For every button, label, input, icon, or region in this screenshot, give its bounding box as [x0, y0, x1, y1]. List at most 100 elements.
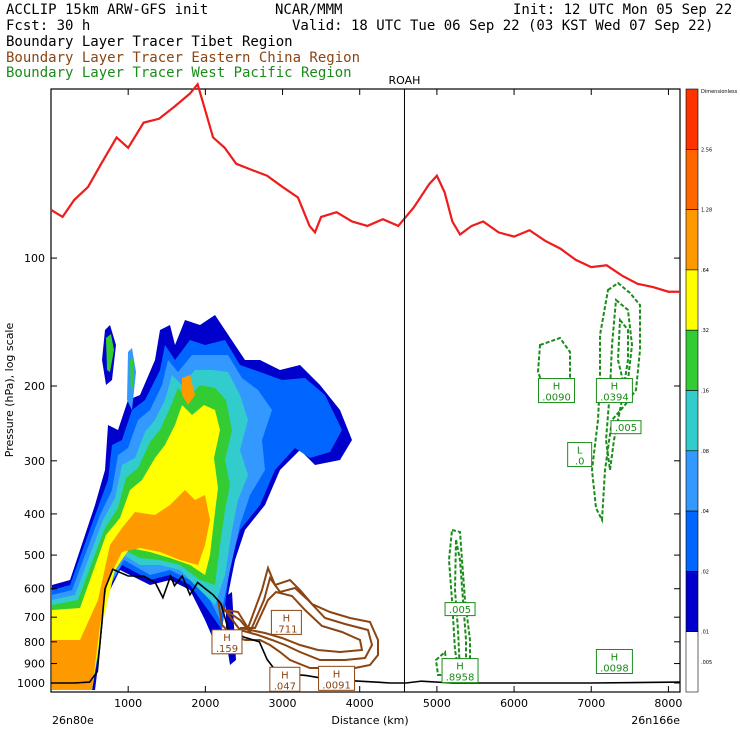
- x-tick-label: 2000: [191, 697, 219, 710]
- extremum-value: .005: [615, 423, 637, 434]
- colorbar-swatch: [685, 450, 699, 512]
- extremum-value: .8958: [446, 673, 475, 684]
- label-box: [595, 648, 633, 674]
- label-box: [444, 602, 476, 617]
- contour-extremum-label: H.8958: [441, 658, 479, 684]
- extremum-value: .0394: [600, 393, 629, 404]
- valid-time: Valid: 18 UTC Tue 06 Sep 22 (03 KST Wed …: [292, 18, 713, 34]
- extremum-type: H: [456, 662, 464, 673]
- extremum-value: .0: [575, 457, 585, 468]
- label-box: [441, 658, 479, 684]
- extremum-type: H: [281, 670, 289, 681]
- extremum-value: .005: [449, 605, 471, 616]
- legend-tibet: Boundary Layer Tracer Tibet Region: [6, 34, 293, 50]
- x-tick-label: 4000: [346, 697, 374, 710]
- y-tick-label: 600: [24, 583, 45, 596]
- colorbar-swatch: [685, 390, 699, 452]
- label-box: [595, 378, 633, 404]
- x-axis-ticks: 1000 2000 3000 4000 5000 6000 7000 8000: [114, 89, 682, 710]
- label-box: [567, 442, 593, 468]
- y-tick-label: 200: [24, 380, 45, 393]
- y-axis-ticks: 100 200 300 400 500 600 700 800 900 1000: [17, 252, 680, 690]
- eastern-china-contours: [217, 564, 379, 669]
- x-tick-label: 8000: [654, 697, 682, 710]
- label-box: [269, 666, 301, 692]
- extremum-type: H: [223, 633, 231, 644]
- colorbar-level-label: .08: [701, 449, 709, 455]
- contour-extremum-label: H.0090: [538, 378, 576, 404]
- contour-extremum-label: .005: [610, 420, 642, 435]
- colorbar-swatch: [685, 209, 699, 271]
- y-tick-label: 1000: [17, 677, 45, 690]
- terrain-line: [51, 568, 681, 684]
- y-tick-label: 900: [24, 658, 45, 671]
- colorbar-level-label: .64: [701, 268, 709, 274]
- y-tick-label: 800: [24, 636, 45, 649]
- roah-marker-layer: ROAH: [389, 74, 421, 692]
- contour-extremum-label: H.711: [270, 609, 302, 635]
- extremum-value: .711: [275, 624, 297, 635]
- colorbar-swatch: [685, 510, 699, 572]
- y-tick-label: 100: [24, 252, 45, 265]
- plot-frame: [50, 88, 681, 693]
- west-pacific-contours: [434, 281, 641, 681]
- colorbar-level-label: .01: [701, 630, 709, 636]
- colorbar-level-label: Dimensionless: [701, 89, 738, 95]
- colorbar-swatch: [685, 88, 699, 150]
- colorbar-level-label: .32: [701, 328, 709, 334]
- institution-label: NCAR/MMM: [275, 2, 342, 18]
- label-box: [318, 665, 356, 691]
- y-tick-label: 300: [24, 455, 45, 468]
- colorbar-level-label: 2.56: [701, 147, 712, 153]
- init-time: Init: 12 UTC Mon 05 Sep 22: [513, 2, 732, 18]
- extremum-value: .0091: [322, 680, 351, 691]
- colorbar-swatch: [685, 269, 699, 331]
- x-axis-label: Distance (km): [331, 714, 408, 727]
- contour-extremum-label: H.047: [269, 666, 301, 692]
- y-tick-label: 700: [24, 611, 45, 624]
- contour-extremum-label: H.159: [211, 629, 243, 655]
- colorbar-swatch: [685, 329, 699, 391]
- colorbar-swatch: [685, 149, 699, 210]
- extremum-value: .0098: [600, 663, 629, 674]
- legend-eastern-china: Boundary Layer Tracer Eastern China Regi…: [6, 50, 360, 66]
- legend-west-pacific: Boundary Layer Tracer West Pacific Regio…: [6, 65, 352, 81]
- tracer-shading: [52, 315, 352, 690]
- x-tick-label: 3000: [269, 697, 297, 710]
- extremum-value: .0090: [542, 393, 571, 404]
- extremum-value: .159: [216, 644, 238, 655]
- x-tick-label: 7000: [577, 697, 605, 710]
- model-title: ACCLIP 15km ARW-GFS init: [6, 2, 208, 18]
- colorbar: Dimensionless 2.56 1.28 .64 .32 .16 .08 .04 .02.…: [685, 88, 738, 693]
- contour-extremum-label: .005: [444, 602, 476, 617]
- colorbar-level-label: .005: [701, 660, 712, 666]
- extremum-type: H: [333, 669, 341, 680]
- label-box: [538, 378, 576, 404]
- extremum-type: H: [611, 382, 619, 393]
- colorbar-level-label: 1.28: [701, 208, 712, 214]
- tropopause-line-layer: [50, 82, 680, 293]
- terrain-line-layer: [51, 568, 681, 684]
- contour-extremum-label: L.0: [567, 442, 593, 468]
- colorbar-level-label: .02: [701, 569, 709, 575]
- tropopause-line: [50, 82, 680, 293]
- y-tick-label: 400: [24, 508, 45, 521]
- extremum-type: H: [553, 382, 561, 393]
- extremum-value: .047: [274, 681, 296, 692]
- roah-label: ROAH: [389, 74, 421, 87]
- extremum-type: H: [611, 652, 619, 663]
- contour-extremum-label: H.0394: [595, 378, 633, 404]
- forecast-hour: Fcst: 30 h: [6, 18, 90, 34]
- x-tick-label: 1000: [114, 697, 142, 710]
- label-box: [270, 609, 302, 635]
- extremum-type: L: [577, 446, 583, 457]
- colorbar-swatch: [685, 571, 699, 633]
- label-box: [211, 629, 243, 655]
- colorbar-swatch: [685, 631, 699, 693]
- contour-extremum-label: H.0098: [595, 648, 633, 674]
- x-tick-label: 6000: [500, 697, 528, 710]
- x-tick-label: 5000: [423, 697, 451, 710]
- contour-extremum-label: H.0091: [318, 665, 356, 691]
- label-box: [610, 420, 642, 435]
